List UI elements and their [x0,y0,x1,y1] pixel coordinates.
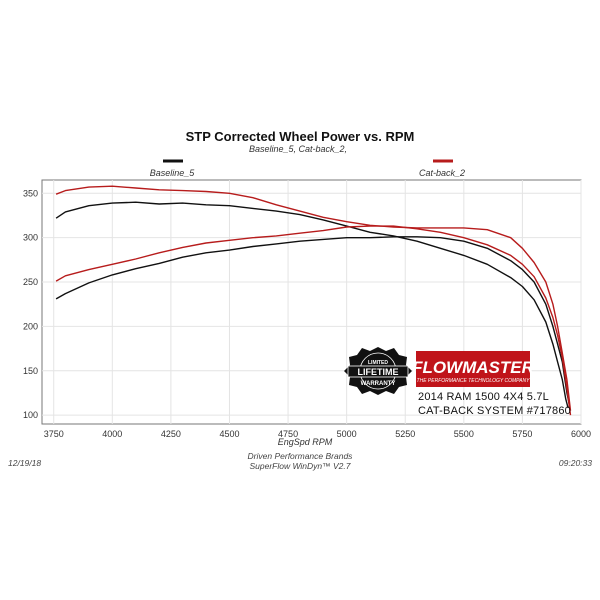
y-axis: 100 150 200 250 300 350 [23,188,38,420]
y-tick-label: 150 [23,366,38,376]
x-tick-label: 5750 [512,429,532,439]
x-tick-label: 5000 [337,429,357,439]
x-tick-label: 3750 [44,429,64,439]
x-axis: 3750 4000 4250 4500 4750 5000 5250 5500 5750 6000 [44,429,591,439]
vehicle-label: 2014 RAM 1500 4X4 5.7L [418,391,549,403]
x-tick-label: 4500 [219,429,239,439]
brand-logo: FLOWMASTER THE PERFORMANCE TECHNOLOGY CO… [412,351,535,387]
badge-line-3: WARRANTY [361,381,396,387]
chart-subtitle: Baseline_5, Cat-back_2, [249,144,347,154]
chart-title: STP Corrected Wheel Power vs. RPM [186,129,415,144]
y-tick-label: 350 [23,188,38,198]
x-tick-label: 5500 [454,429,474,439]
badge-line-1: LIMITED [368,360,388,366]
warranty-badge: LIMITED LIFETIME WARRANTY [344,347,412,395]
footer-company: Driven Performance Brands [248,451,354,461]
series-line-baseline-5-torque [55,236,570,405]
legend-label-catback: Cat-back_2 [419,168,465,178]
x-tick-label: 5250 [395,429,415,439]
series-lines [55,185,572,416]
footer-software: SuperFlow WinDyn™ V2.7 [249,461,350,471]
x-tick-label: 4000 [102,429,122,439]
x-tick-label: 4250 [161,429,181,439]
badge-ribbon [347,365,409,378]
y-tick-label: 200 [23,321,38,331]
y-tick-label: 250 [23,277,38,287]
x-tick-label: 6000 [571,429,591,439]
badge-line-2: LIFETIME [358,367,399,377]
system-label: CAT-BACK SYSTEM #717860 [418,405,571,417]
x-axis-label: EngSpd RPM [278,437,333,447]
series-line-cat-back-2-torque [55,225,572,416]
legend-label-baseline: Baseline_5 [150,168,196,178]
legend: Baseline_5 Cat-back_2 [150,159,465,178]
y-tick-label: 300 [23,233,38,243]
logo-wordmark: FLOWMASTER [412,358,535,377]
logo-tagline: THE PERFORMANCE TECHNOLOGY COMPANY [417,378,531,384]
series-line-cat-back-2-power [55,185,572,411]
y-tick-label: 100 [23,410,38,420]
series-line-baseline-5-power [55,201,569,409]
x-tick-label: 4750 [278,429,298,439]
footer-time: 09:20:33 [559,458,592,468]
footer-date: 12/19/18 [8,458,41,468]
logo-background [416,351,530,387]
